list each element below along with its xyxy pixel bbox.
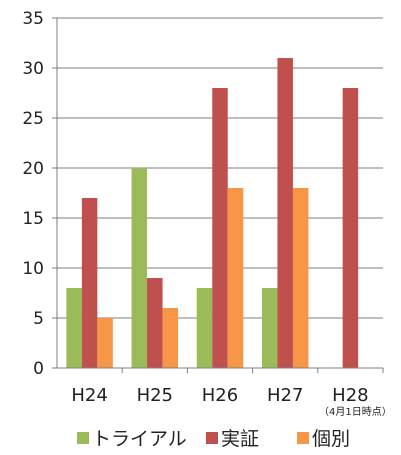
y-tick-label: 25 xyxy=(22,109,44,129)
category-note: （4月1日時点） xyxy=(319,406,392,418)
y-tick-label: 30 xyxy=(22,59,44,79)
bar-H26-series-0 xyxy=(196,288,213,368)
legend: トライアル 実証 個別 xyxy=(77,428,350,450)
x-tick-label: H26 xyxy=(202,385,238,406)
bar-H26-series-1 xyxy=(212,88,228,368)
x-tick-label: H27 xyxy=(267,385,303,406)
bar-H27-series-1 xyxy=(277,58,293,368)
legend-label: 個別 xyxy=(312,428,350,450)
y-tick-label: 0 xyxy=(33,359,44,379)
bar-H25-series-2 xyxy=(162,308,179,368)
x-tick-label: H24 xyxy=(71,385,107,406)
bars xyxy=(66,58,359,368)
legend-label: 実証 xyxy=(221,428,259,450)
legend-swatch xyxy=(297,432,309,444)
y-tick-label: 15 xyxy=(22,209,44,229)
bar-H24-series-1 xyxy=(81,198,98,368)
bar-H24-series-0 xyxy=(66,288,82,368)
x-tick-label: H25 xyxy=(137,385,173,406)
bar-H25-series-0 xyxy=(131,168,148,368)
y-tick-label: 5 xyxy=(33,309,44,329)
y-tick-label: 35 xyxy=(22,9,44,29)
bar-H27-series-2 xyxy=(292,188,309,368)
x-tick-labels: H24 H25 H26 H27 H28（4月1日時点） xyxy=(71,385,391,418)
legend-swatch xyxy=(206,432,218,444)
y-tick-labels: 0 5 10 15 20 25 30 35 xyxy=(22,9,44,379)
bar-H28-series-1 xyxy=(342,88,359,368)
legend-swatch xyxy=(77,432,89,444)
bar-H25-series-1 xyxy=(147,278,163,368)
bar-H27-series-0 xyxy=(261,288,278,368)
bar-H26-series-2 xyxy=(227,188,244,368)
y-tick-label: 10 xyxy=(22,259,44,279)
y-tick-label: 20 xyxy=(22,159,44,179)
legend-label: トライアル xyxy=(92,428,187,450)
x-tick-label: H28 xyxy=(332,385,368,406)
bar-H24-series-2 xyxy=(97,318,113,368)
axes xyxy=(52,17,384,373)
